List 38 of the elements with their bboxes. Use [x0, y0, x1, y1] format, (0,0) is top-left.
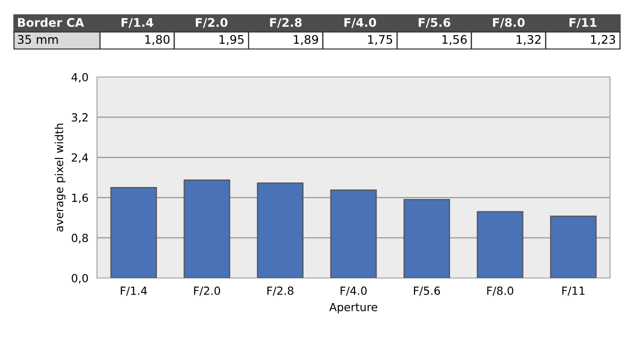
- chart-title: Border CA: [18, 18, 84, 27]
- data-label: 1,89: [294, 34, 318, 46]
- x-tick-label: F/1.4: [120, 286, 147, 296]
- bar: [550, 216, 597, 278]
- x-tick-label: F/5.6: [414, 286, 440, 296]
- y-tick-label: 3,2: [72, 113, 88, 123]
- y-tick-label: 2,4: [72, 153, 88, 163]
- x-axis-title: Aperture: [329, 302, 378, 314]
- y-tick-label: 0,0: [72, 274, 88, 284]
- bar: [110, 186, 157, 278]
- bar: [476, 211, 524, 278]
- data-label: 1,80: [145, 34, 170, 46]
- x-tick-label: F/4.0: [340, 286, 367, 296]
- bar: [404, 199, 450, 278]
- x-tick-label: F/11: [562, 286, 584, 296]
- category-label: F/2.0: [196, 18, 228, 28]
- data-label: 1,32: [516, 34, 541, 46]
- y-tick-label: 1,6: [72, 194, 88, 204]
- x-tick-label: F/2.8: [267, 286, 294, 296]
- data-label: 1,23: [591, 34, 616, 46]
- bar: [330, 190, 377, 278]
- x-tick-label: F/8.0: [487, 286, 514, 296]
- category-label: F/5.6: [418, 18, 450, 28]
- category-label: F/1.4: [122, 18, 154, 28]
- data-label: 1,75: [368, 35, 392, 46]
- bar: [256, 182, 304, 278]
- y-tick-label: 4,0: [72, 72, 88, 83]
- data-label: 1,56: [442, 34, 467, 46]
- data-label: 1,95: [220, 34, 244, 46]
- y-axis-title: average pixel width: [54, 124, 66, 232]
- bar: [184, 179, 230, 278]
- category-label: F/4.0: [344, 18, 376, 28]
- chart-subtitle: 35 mm: [18, 34, 58, 44]
- x-tick-label: F/2.0: [194, 286, 220, 296]
- category-label: F/2.8: [270, 18, 302, 28]
- y-tick-label: 0,8: [72, 234, 88, 244]
- category-label: F/8.0: [493, 18, 525, 28]
- category-label: F/11: [570, 18, 596, 28]
